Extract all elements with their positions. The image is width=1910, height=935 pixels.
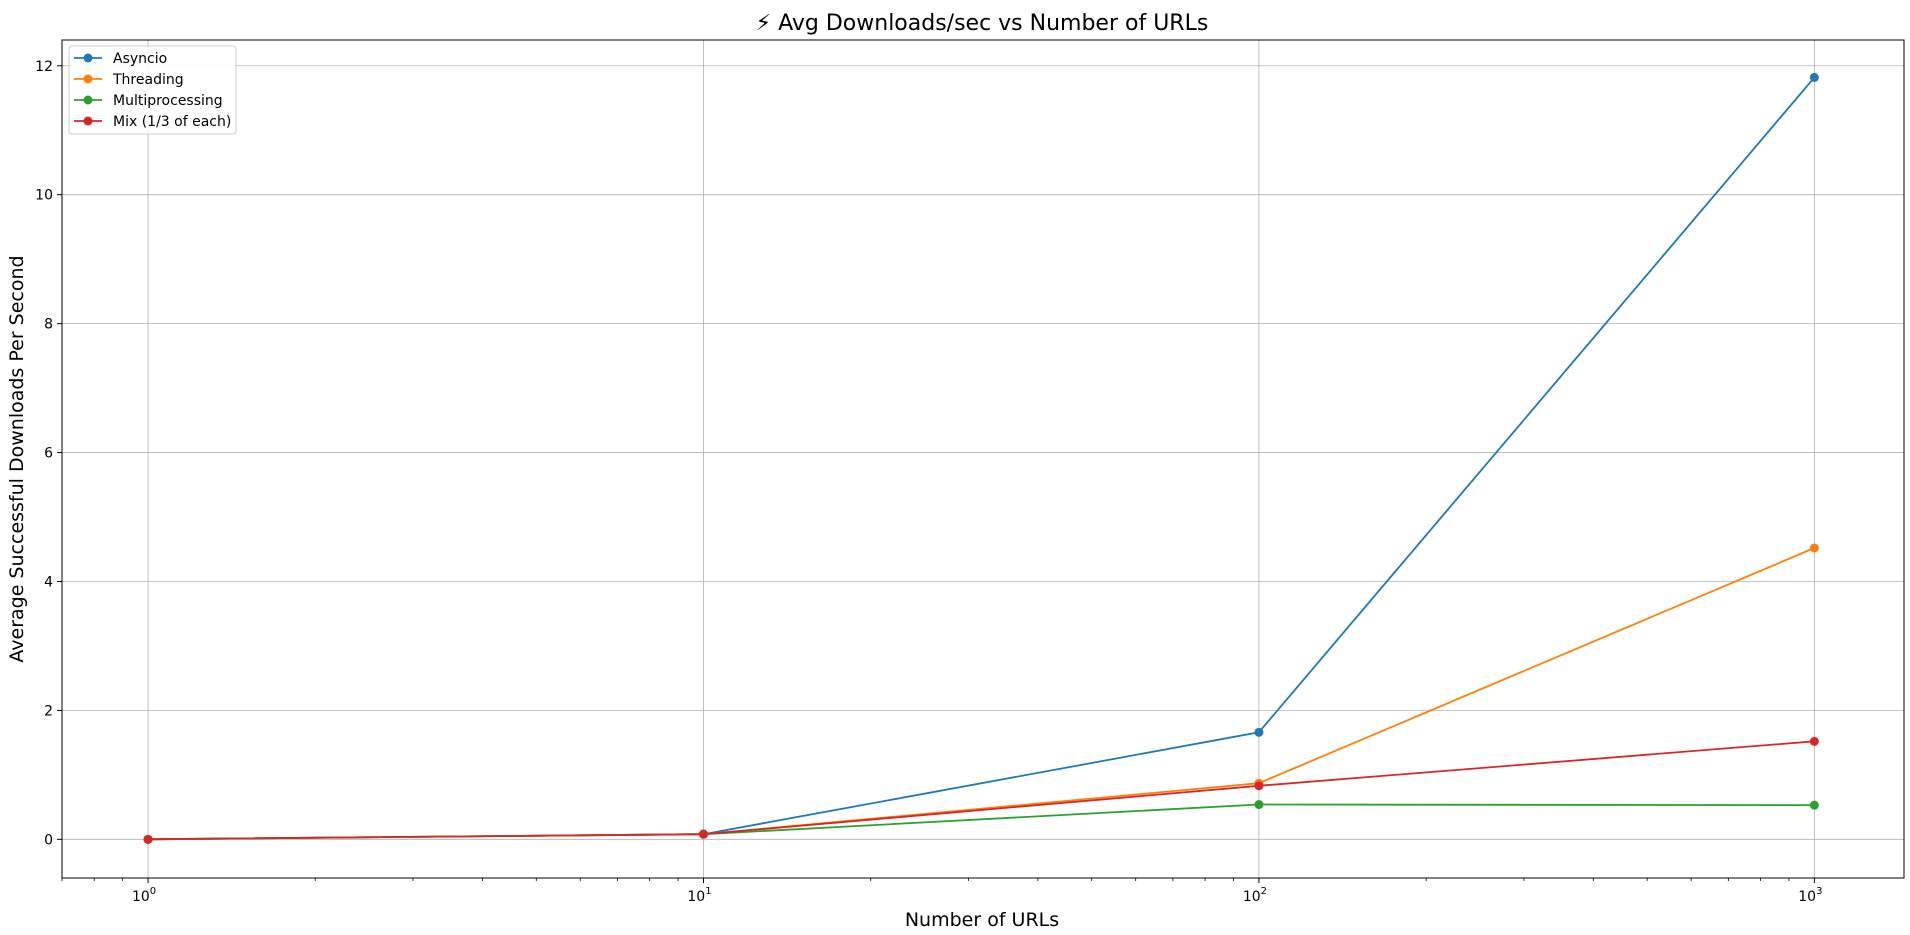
y-tick-label: 4	[44, 574, 53, 590]
legend-marker	[83, 53, 93, 63]
legend-marker	[83, 74, 93, 84]
legend-label: Asyncio	[113, 51, 167, 67]
data-point	[1254, 800, 1264, 810]
y-tick-label: 10	[35, 188, 53, 204]
axis-ticks: 0 2 4 6 8 10 12 100 101 102 103	[35, 59, 1822, 905]
legend-marker	[83, 116, 93, 126]
y-tick-label: 12	[35, 59, 53, 75]
data-point	[143, 834, 153, 844]
legend-label: Threading	[112, 72, 184, 88]
x-tick-label: 103	[1798, 886, 1822, 905]
legend-label: Multiprocessing	[113, 93, 223, 109]
x-tick-label: 101	[687, 886, 711, 905]
y-tick-label: 2	[44, 703, 53, 719]
x-tick-label: 100	[132, 886, 156, 905]
chart-title: ⚡ Avg Downloads/sec vs Number of URLs	[756, 11, 1209, 36]
legend-box	[68, 45, 237, 135]
legend: Asyncio Threading Multiprocessing Mix (1/3 …	[68, 45, 237, 135]
legend-label: Mix (1/3 of each)	[113, 114, 231, 130]
legend-marker	[83, 95, 93, 105]
data-point	[1809, 800, 1819, 810]
y-tick-label: 8	[44, 317, 53, 333]
series-line	[147, 740, 1815, 841]
y-tick-label: 0	[44, 832, 53, 848]
x-tick-label: 102	[1243, 886, 1267, 905]
data-point	[1809, 543, 1819, 553]
data-point	[1254, 727, 1264, 737]
x-axis-label: Number of URLs	[905, 909, 1059, 931]
y-tick-label: 6	[44, 446, 53, 462]
grid	[62, 40, 1904, 878]
y-axis-label: Average Successful Downloads Per Second	[6, 255, 28, 662]
data-point	[698, 829, 708, 839]
data-point	[1809, 736, 1819, 746]
plot-frame	[61, 39, 1905, 879]
data-point	[1254, 781, 1264, 791]
data-point	[1809, 72, 1819, 82]
series-lines	[143, 72, 1819, 844]
